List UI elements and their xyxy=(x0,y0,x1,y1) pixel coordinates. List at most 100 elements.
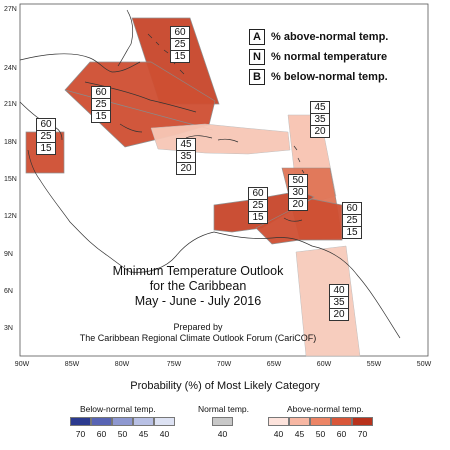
prob-below: 15 xyxy=(346,227,358,238)
title-line: for the Caribbean xyxy=(149,279,247,293)
region-venezuela xyxy=(255,198,343,245)
probability-legend-title: Probability (%) of Most Likely Category xyxy=(130,380,320,392)
prob-box-hispaniola: 45 35 20 xyxy=(176,138,196,175)
below-normal-swatch xyxy=(70,417,91,426)
prob-below: 15 xyxy=(174,51,186,62)
below-normal-value: 60 xyxy=(96,429,107,439)
prob-below: 15 xyxy=(40,143,52,154)
normal-colorbar xyxy=(212,417,233,426)
above-normal-swatch xyxy=(352,417,373,426)
below-normal-value: 45 xyxy=(138,429,149,439)
prepared-line: The Caribbean Regional Climate Outlook F… xyxy=(79,333,317,343)
lat-label: 6N xyxy=(4,288,13,295)
prob-normal: 30 xyxy=(289,187,307,199)
title-line: Minimum Temperature Outlook xyxy=(112,264,284,278)
lat-label: 27N xyxy=(4,6,17,13)
prob-above: 40 xyxy=(330,285,348,297)
title-line: May - June - July 2016 xyxy=(134,294,262,308)
prob-box-trinidad: 50 30 20 xyxy=(288,174,308,211)
prob-above: 60 xyxy=(343,203,361,215)
prob-box-lesser-antilles: 45 35 20 xyxy=(310,101,330,138)
region-divider xyxy=(64,89,214,131)
below-normal-swatch xyxy=(154,417,175,426)
prob-normal: 35 xyxy=(177,151,195,163)
prob-below: 20 xyxy=(314,126,326,137)
key-letter: B xyxy=(249,69,265,85)
above-normal-swatch xyxy=(268,417,289,426)
coastlines xyxy=(19,9,401,339)
above-normal-value: 50 xyxy=(315,429,326,439)
prob-box-central-coast: 60 25 15 xyxy=(248,187,268,224)
key-text: % normal temperature xyxy=(271,51,388,63)
below-normal-values: 70 60 50 45 40 xyxy=(70,429,175,439)
lat-label: 24N xyxy=(4,65,17,72)
key-row-normal: N % normal temperature xyxy=(249,47,388,67)
normal-label: Normal temp. xyxy=(198,404,250,414)
prob-box-yucatan: 60 25 15 xyxy=(36,118,56,155)
prob-normal: 25 xyxy=(92,99,110,111)
prob-below: 20 xyxy=(292,199,304,210)
above-normal-swatch xyxy=(310,417,331,426)
below-normal-swatch xyxy=(133,417,154,426)
region-guianas xyxy=(295,245,361,357)
below-normal-value: 40 xyxy=(159,429,170,439)
prepared-line: Prepared by xyxy=(173,322,223,332)
prob-above: 45 xyxy=(177,139,195,151)
below-normal-value: 70 xyxy=(75,429,86,439)
prob-below: 20 xyxy=(180,163,192,174)
lat-label: 3N xyxy=(4,325,13,332)
lat-axis: 27N 24N 21N 18N 15N 12N 9N 6N 3N xyxy=(4,6,17,332)
key-row-below: B % below-normal temp. xyxy=(249,67,388,87)
lon-axis: 90W 85W 80W 75W 70W 65W 60W 55W 50W xyxy=(15,361,432,368)
lon-label: 80W xyxy=(115,361,130,368)
lon-label: 90W xyxy=(15,361,30,368)
normal-values: 40 xyxy=(212,429,233,439)
category-key: A % above-normal temp. N % normal temper… xyxy=(249,27,388,87)
below-normal-swatch xyxy=(112,417,133,426)
below-normal-value: 50 xyxy=(117,429,128,439)
prob-normal: 25 xyxy=(171,39,189,51)
lon-label: 85W xyxy=(65,361,80,368)
key-letter: A xyxy=(249,29,265,45)
prob-below: 15 xyxy=(95,111,107,122)
lat-label: 12N xyxy=(4,213,17,220)
above-normal-swatch xyxy=(331,417,352,426)
prob-box-guianas: 40 35 20 xyxy=(329,284,349,321)
prob-normal: 35 xyxy=(330,297,348,309)
lon-label: 70W xyxy=(217,361,232,368)
prob-below: 20 xyxy=(333,309,345,320)
above-normal-label: Above-normal temp. xyxy=(287,404,364,414)
below-normal-swatch xyxy=(91,417,112,426)
map-title: Minimum Temperature Outlook for the Cari… xyxy=(48,264,348,309)
lon-label: 55W xyxy=(367,361,382,368)
lat-label: 21N xyxy=(4,101,17,108)
prob-above: 60 xyxy=(249,188,267,200)
above-normal-value: 70 xyxy=(357,429,368,439)
prepared-by: Prepared by The Caribbean Regional Clima… xyxy=(48,322,348,344)
above-normal-value: 45 xyxy=(294,429,305,439)
prob-normal: 35 xyxy=(311,114,329,126)
key-letter: N xyxy=(249,49,265,65)
prob-normal: 25 xyxy=(249,200,267,212)
prob-above: 60 xyxy=(37,119,55,131)
above-normal-value: 60 xyxy=(336,429,347,439)
prob-above: 45 xyxy=(311,102,329,114)
lat-label: 18N xyxy=(4,139,17,146)
lat-label: 15N xyxy=(4,176,17,183)
normal-swatch xyxy=(212,417,233,426)
normal-value: 40 xyxy=(217,429,228,439)
prob-box-bahamas: 60 25 15 xyxy=(170,26,190,63)
key-text: % below-normal temp. xyxy=(271,71,388,83)
region-cuba-jamaica xyxy=(64,61,216,148)
prob-above: 60 xyxy=(92,87,110,99)
above-normal-value: 40 xyxy=(273,429,284,439)
prob-normal: 25 xyxy=(37,131,55,143)
key-text: % above-normal temp. xyxy=(271,31,389,43)
lat-label: 9N xyxy=(4,251,13,258)
above-normal-swatch xyxy=(289,417,310,426)
lon-label: 75W xyxy=(167,361,182,368)
lon-label: 50W xyxy=(417,361,432,368)
lon-label: 60W xyxy=(317,361,332,368)
prob-below: 15 xyxy=(252,212,264,223)
map-frame xyxy=(19,3,429,357)
